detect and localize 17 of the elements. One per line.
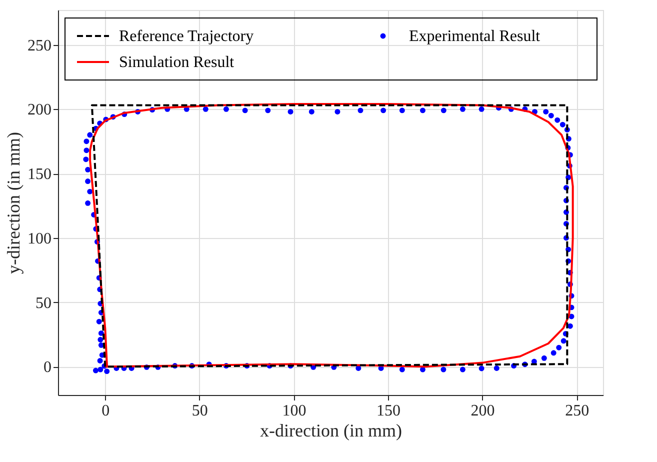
y-tick-label: 100 xyxy=(28,230,52,248)
x-tick-label: 150 xyxy=(376,402,401,420)
y-tick-label: 200 xyxy=(28,102,52,119)
y-tick-label: 0 xyxy=(44,359,52,376)
x-tick-label: 0 xyxy=(102,402,110,420)
y-axis-title: y-direction (in mm) xyxy=(4,132,24,274)
y-tick-label: 50 xyxy=(36,294,52,312)
x-tick-label: 250 xyxy=(565,402,590,420)
y-tick-label: 150 xyxy=(28,166,52,184)
x-tick-label: 100 xyxy=(282,402,306,420)
legend-label: Simulation Result xyxy=(119,54,235,71)
legend-label: Reference Trajectory xyxy=(119,28,254,45)
y-tick-label: 250 xyxy=(28,37,52,54)
x-tick-label: 200 xyxy=(470,402,495,420)
x-axis-title: x-direction (in mm) xyxy=(260,420,402,440)
x-tick-label: 50 xyxy=(192,402,208,420)
legend-label: Experimental Result xyxy=(409,28,541,45)
